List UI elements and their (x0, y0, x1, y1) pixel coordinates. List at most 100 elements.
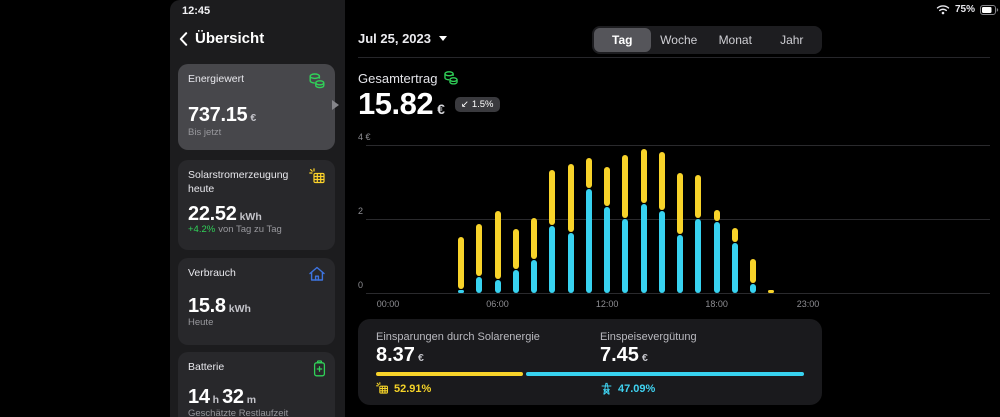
chart-bar-savings[interactable] (713, 210, 720, 221)
sidebar-header: Übersicht (179, 30, 264, 47)
chart-bar-feedin[interactable] (713, 222, 720, 293)
chart-bar-feedin[interactable] (567, 233, 574, 293)
feedin-bar-segment (526, 372, 804, 376)
chevron-left-icon (179, 31, 188, 46)
chart-bar-savings[interactable] (768, 290, 775, 293)
toolbar-divider (358, 57, 990, 58)
page-title: Übersicht (195, 30, 265, 47)
card-solarstromerzeugung[interactable]: Solarstromerzeugung heute 22.52 kWh +4.2… (178, 160, 335, 250)
chart-bar-savings[interactable] (677, 173, 684, 234)
savings-percent: 52.91% (394, 382, 432, 395)
clock: 12:45 (182, 5, 211, 17)
chart-bar-feedin[interactable] (512, 270, 519, 293)
chart-bar-feedin[interactable] (731, 243, 738, 293)
caret-down-icon (439, 36, 447, 41)
card-caption: Bis jetzt (188, 127, 222, 138)
chart-bar-savings[interactable] (531, 218, 538, 259)
chart-bar-savings[interactable] (567, 164, 574, 232)
house-icon (308, 266, 326, 287)
chart-ytick-label: 0 (358, 280, 364, 290)
card-unit: € (250, 112, 257, 124)
card-unit: kWh (228, 303, 251, 315)
feedin-percent: 47.09% (618, 382, 656, 395)
tab-monat[interactable]: Monat (718, 33, 752, 47)
card-value2: 32 (222, 386, 244, 408)
card-value: 737.15 (188, 104, 248, 126)
status-bar: 75% (936, 4, 999, 15)
chart-xtick-label: 12:00 (595, 299, 619, 309)
chart-bar-savings[interactable] (640, 149, 647, 203)
card-unit: kWh (239, 211, 262, 223)
card-value: 15.8 (188, 295, 226, 317)
chart-bar-savings[interactable] (731, 228, 738, 242)
chart-bar-savings[interactable] (494, 211, 501, 279)
date-label: Jul 25, 2023 (358, 31, 431, 46)
chart-bar-feedin[interactable] (458, 290, 465, 293)
card-unit2: m (246, 394, 257, 406)
card-caption: Geschätzte Restlaufzeit (188, 408, 289, 417)
change-badge: ↙ 1.5% (454, 96, 500, 112)
chart-bar-savings[interactable] (658, 152, 665, 210)
card-caption: von Tag zu Tag (218, 224, 282, 235)
chart-bar-savings[interactable] (476, 224, 483, 276)
total-value: 15.82 (358, 86, 434, 121)
card-energiewert[interactable]: Energiewert 737.15 € Bis jetzt (178, 64, 335, 150)
sidebar: 12:45 Übersicht Energiewert (170, 0, 345, 417)
chart-gridline (366, 293, 990, 294)
tab-woche[interactable]: Woche (660, 33, 698, 47)
chart-xtick-label: 06:00 (486, 299, 509, 309)
chart-title: Gesamtertrag (358, 70, 438, 86)
chart-bar-savings[interactable] (604, 167, 611, 206)
card-value: 22.52 (188, 203, 237, 225)
chart-bar-savings[interactable] (695, 175, 702, 218)
card-verbrauch[interactable]: Verbrauch 15.8 kWh Heute (178, 258, 335, 345)
chart-bar-feedin[interactable] (750, 284, 757, 293)
tab-tag[interactable]: Tag (594, 28, 651, 52)
summary-card: Einsparungen durch Solarenergie 8.37 € E… (358, 319, 822, 405)
chart-bar-feedin[interactable] (531, 260, 538, 293)
chart-bar-savings[interactable] (585, 158, 592, 188)
savings-value: 8.37 (376, 344, 415, 366)
back-button[interactable] (179, 31, 188, 46)
feedin-value: 7.45 (600, 344, 639, 366)
card-batterie[interactable]: Batterie 14 h 32 m Geschätzte Restlaufze… (178, 352, 335, 417)
chart-bar-feedin[interactable] (494, 280, 501, 293)
savings-label: Einsparungen durch Solarenergie (376, 331, 540, 343)
chart-gridline (366, 145, 990, 146)
chart-bar-feedin[interactable] (585, 189, 592, 293)
chart-xtick-label: 18:00 (705, 299, 728, 309)
card-delta: +4.2% (188, 224, 216, 235)
chart-bar-feedin[interactable] (604, 207, 611, 293)
split-progress-bar (376, 372, 804, 376)
card-label: Verbrauch (188, 267, 236, 279)
chart-title-row: Gesamtertrag (358, 70, 459, 86)
arrow-down-left-icon: ↙ (460, 98, 469, 110)
card-label: Energiewert (188, 73, 245, 85)
chart-bar-feedin[interactable] (476, 277, 483, 293)
chart-bar-feedin[interactable] (622, 219, 629, 293)
wifi-icon (936, 4, 950, 15)
chart-bar-feedin[interactable] (677, 235, 684, 293)
card-value: 14 (188, 386, 210, 408)
chart-bar-savings[interactable] (458, 237, 465, 289)
chart-ytick-label: 4 € (358, 132, 371, 142)
savings-bar-segment (376, 372, 524, 376)
total-value-row: 15.82 € ↙ 1.5% (358, 86, 500, 122)
change-value: 1.5% (471, 98, 494, 110)
chart-ytick-label: 2 (358, 206, 364, 216)
chart-bar-feedin[interactable] (549, 226, 556, 293)
chart-bar-feedin[interactable] (640, 204, 647, 293)
tab-jahr[interactable]: Jahr (780, 33, 804, 47)
chart-bar-savings[interactable] (512, 229, 519, 269)
chart-bar-feedin[interactable] (695, 219, 702, 293)
coins-icon (443, 70, 459, 86)
chart: 4 € 2 0 00:00 06:00 12:00 18:00 23:00 (358, 132, 990, 310)
date-selector[interactable]: Jul 25, 2023 (358, 31, 447, 46)
chart-xtick-label: 23:00 (796, 299, 820, 309)
chart-bar-savings[interactable] (549, 170, 556, 225)
chart-bar-savings[interactable] (622, 155, 629, 218)
chart-bar-savings[interactable] (750, 259, 757, 283)
chart-bar-feedin[interactable] (658, 211, 665, 293)
battery-percent: 75% (955, 4, 976, 15)
